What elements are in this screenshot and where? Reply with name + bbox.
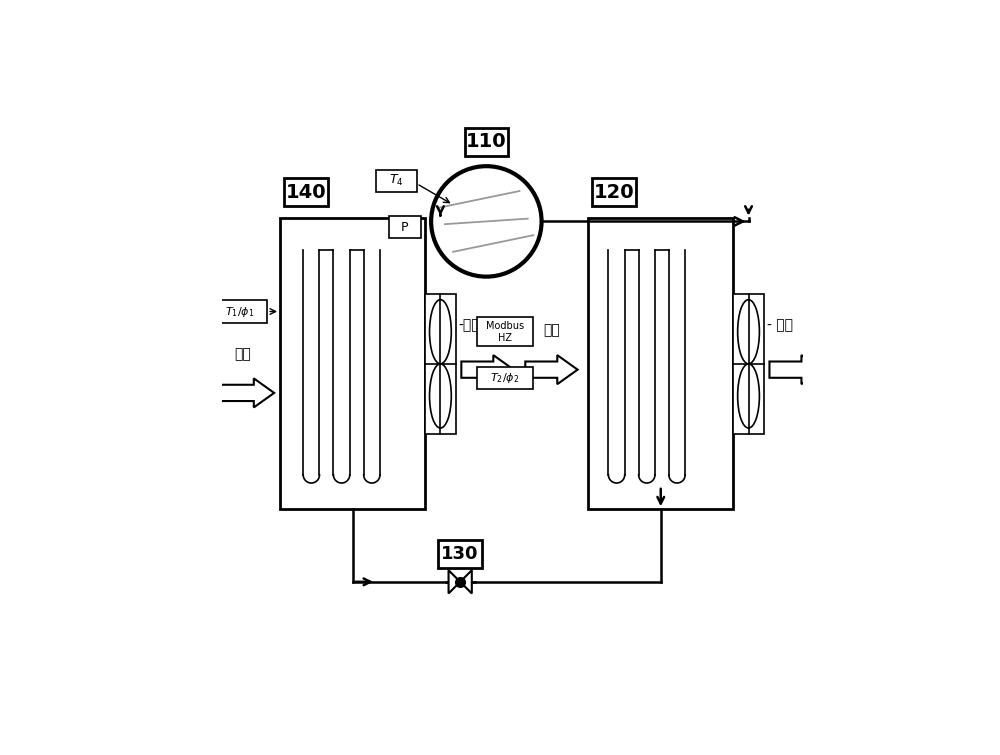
Text: $T_4$: $T_4$ [389,173,404,188]
Text: P: P [401,220,409,234]
Text: 110: 110 [466,132,507,151]
Polygon shape [449,570,460,593]
Bar [733,294,764,433]
Text: $T_1$/$\phi_1$: $T_1$/$\phi_1$ [225,304,254,319]
Text: -出风: -出风 [458,318,480,332]
Polygon shape [460,570,472,593]
Bar [425,294,456,433]
Circle shape [431,166,542,276]
Bar [389,216,421,239]
Text: 进风: 进风 [543,324,560,337]
Bar [588,218,733,509]
Bar [284,178,328,206]
Text: - 出风: - 出风 [767,318,793,332]
Bar [212,300,267,322]
Bar [376,170,417,192]
Text: 140: 140 [286,183,326,202]
Bar [465,128,508,156]
Text: 130: 130 [441,545,479,563]
Polygon shape [769,355,822,384]
Bar [280,218,425,509]
Text: 120: 120 [594,183,635,202]
Polygon shape [525,355,578,384]
Bar [592,178,636,206]
Polygon shape [216,378,274,408]
Bar [477,317,533,347]
Text: 进风: 进风 [234,347,251,361]
Text: Modbus
HZ: Modbus HZ [486,321,524,343]
Bar [438,540,482,568]
Polygon shape [461,355,514,384]
Bar [477,368,533,390]
Text: $T_2$/$\phi_2$: $T_2$/$\phi_2$ [490,371,520,385]
